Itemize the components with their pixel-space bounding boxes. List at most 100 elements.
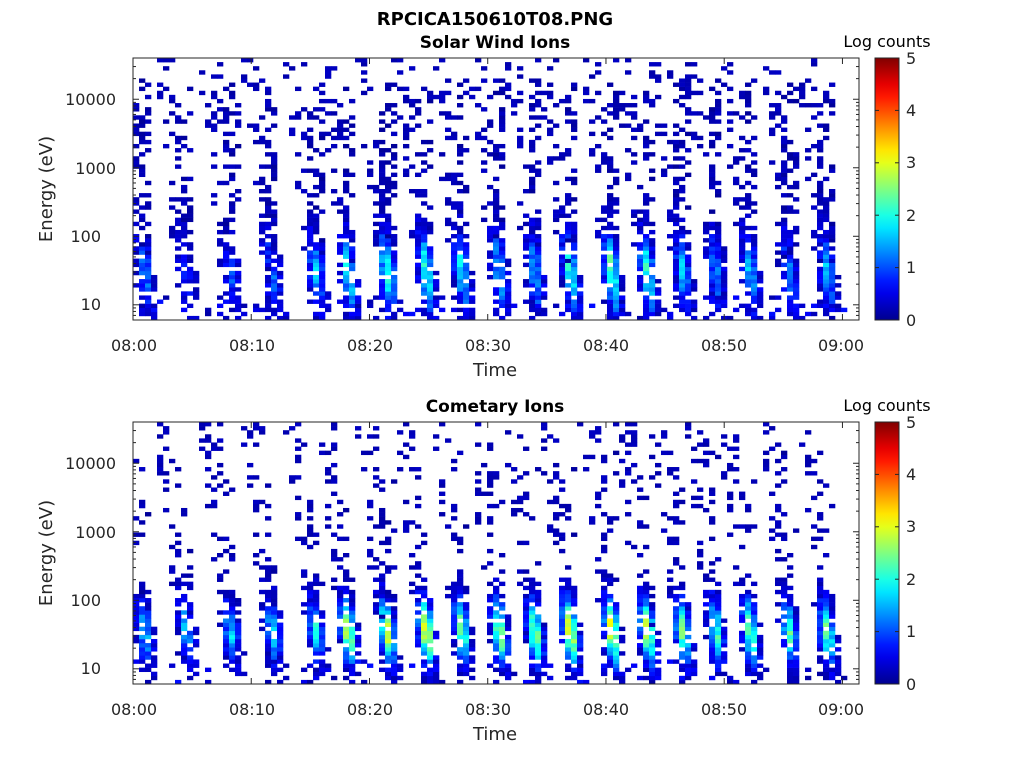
- spectrogram-cell: [481, 66, 488, 71]
- spectrogram-cell: [175, 266, 182, 272]
- spectrogram-cell: [637, 602, 644, 607]
- spectrogram-cell: [823, 634, 830, 640]
- spectrogram-cell: [709, 614, 716, 619]
- spectrogram-cell: [751, 246, 758, 251]
- spectrogram-cell: [721, 82, 728, 87]
- spectrogram-cell: [601, 593, 608, 599]
- spectrogram-cell: [175, 540, 182, 546]
- spectrogram-cell: [739, 630, 746, 636]
- spectrogram-cell: [259, 189, 266, 194]
- spectrogram-cell: [379, 254, 386, 259]
- spectrogram-cell: [457, 143, 464, 149]
- spectrogram-cell: [187, 663, 194, 668]
- spectrogram-cell: [823, 94, 830, 100]
- spectrogram-cell: [703, 589, 710, 595]
- spectrogram-cell: [619, 671, 626, 677]
- spectrogram-cell: [397, 70, 404, 75]
- spectrogram-cell: [505, 82, 512, 87]
- spectrogram-cell: [157, 467, 164, 472]
- spectrogram-cell: [757, 299, 764, 304]
- spectrogram-cell: [715, 270, 722, 276]
- spectrogram-cell: [829, 221, 836, 227]
- spectrogram-cell: [139, 593, 146, 599]
- spectrogram-cell: [403, 520, 410, 525]
- spectrogram-cell: [739, 254, 746, 259]
- y-tick-label: 10000: [65, 90, 116, 109]
- spectrogram-cell: [301, 573, 308, 578]
- spectrogram-cell: [385, 189, 392, 194]
- spectrogram-cell: [487, 471, 494, 476]
- spectrogram-cell: [421, 651, 428, 656]
- spectrogram-cell: [487, 593, 494, 599]
- spectrogram-cell: [829, 291, 836, 296]
- spectrogram-cell: [181, 307, 188, 313]
- spectrogram-cell: [835, 303, 842, 309]
- spectrogram-cell: [493, 201, 500, 206]
- spectrogram-cell: [601, 242, 608, 247]
- spectrogram-cell: [571, 618, 578, 623]
- spectrogram-cell: [595, 491, 602, 496]
- spectrogram-cell: [565, 606, 572, 611]
- spectrogram-cell: [217, 422, 224, 427]
- spectrogram-cell: [667, 217, 674, 223]
- spectrogram-cell: [277, 274, 284, 280]
- spectrogram-cell: [139, 279, 146, 284]
- spectrogram-cell: [373, 524, 380, 529]
- spectrogram-cell: [817, 638, 824, 644]
- spectrogram-cell: [817, 274, 824, 280]
- spectrogram-cell: [715, 119, 722, 124]
- spectrogram-cell: [331, 201, 338, 206]
- spectrogram-cell: [613, 225, 620, 231]
- spectrogram-cell: [223, 221, 230, 227]
- spectrogram-cell: [367, 184, 374, 190]
- spectrogram-cell: [475, 131, 482, 137]
- spectrogram-cell: [265, 246, 272, 251]
- spectrogram-cell: [571, 638, 578, 644]
- spectrogram-cell: [271, 651, 278, 656]
- spectrogram-cell: [523, 234, 530, 239]
- spectrogram-cell: [673, 606, 680, 611]
- spectrogram-cell: [415, 307, 422, 313]
- spectrogram-cell: [709, 131, 716, 137]
- spectrogram-cell: [265, 593, 272, 599]
- spectrogram-cell: [283, 663, 290, 668]
- spectrogram-cell: [571, 266, 578, 272]
- spectrogram-cell: [631, 442, 638, 447]
- spectrogram-cell: [403, 127, 410, 132]
- spectrogram-cell: [661, 172, 668, 178]
- spectrogram-cell: [271, 246, 278, 251]
- spectrogram-cell: [781, 643, 788, 648]
- spectrogram-cell: [655, 667, 662, 673]
- spectrogram-cell: [451, 295, 458, 300]
- spectrogram-cell: [613, 610, 620, 615]
- spectrogram-cell: [649, 307, 656, 313]
- spectrogram-cell: [679, 217, 686, 223]
- spectrogram-cell: [829, 667, 836, 673]
- spectrogram-cell: [175, 679, 182, 685]
- spectrogram-cell: [559, 311, 566, 317]
- spectrogram-cell: [829, 279, 836, 284]
- spectrogram-cell: [379, 229, 386, 235]
- spectrogram-cell: [781, 205, 788, 210]
- spectrogram-cell: [781, 630, 788, 636]
- spectrogram-cell: [835, 638, 842, 644]
- spectrogram-cell: [607, 659, 614, 664]
- spectrogram-cell: [391, 279, 398, 284]
- spectrogram-cell: [427, 270, 434, 276]
- spectrogram-cell: [133, 160, 140, 165]
- spectrogram-cell: [601, 569, 608, 574]
- spectrogram-cell: [541, 659, 548, 664]
- spectrogram-cell: [505, 634, 512, 640]
- spectrogram-cell: [637, 225, 644, 231]
- spectrogram-cell: [583, 467, 590, 472]
- spectrogram-cell: [451, 532, 458, 537]
- spectrogram-cell: [385, 148, 392, 153]
- spectrogram-cell: [643, 638, 650, 644]
- spectrogram-cell: [685, 659, 692, 664]
- spectrogram-cell: [457, 663, 464, 668]
- spectrogram-cell: [691, 663, 698, 668]
- spectrogram-cell: [553, 217, 560, 223]
- spectrogram-cell: [769, 127, 776, 132]
- spectrogram-cell: [217, 610, 224, 615]
- spectrogram-cell: [271, 172, 278, 178]
